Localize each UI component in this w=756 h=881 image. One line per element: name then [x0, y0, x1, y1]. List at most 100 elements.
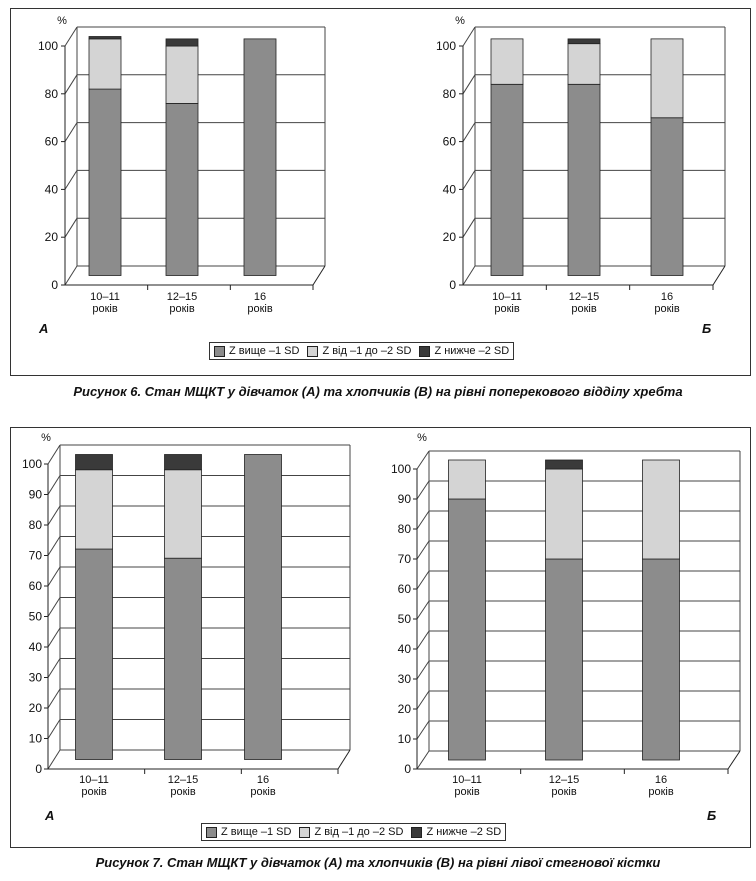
floor-edge-right	[337, 749, 351, 770]
legend-swatch-between	[307, 345, 319, 357]
y-axis-label: %	[417, 432, 427, 444]
y-tick-label: 10	[398, 732, 412, 746]
bar-segment-between	[75, 469, 113, 550]
grid-connector	[416, 690, 430, 710]
panel-label: А	[38, 321, 48, 336]
x-tick-label: 10–11	[452, 774, 482, 786]
bar-segment-above	[88, 88, 122, 276]
x-tick-label-unit: років	[551, 786, 576, 798]
bar-segment-below	[88, 36, 122, 40]
y-tick-label: 0	[35, 762, 42, 776]
chart-fig6-a: 020406080100%10–11років12–15років16років…	[38, 15, 326, 336]
bar-segment-below	[75, 454, 113, 471]
chart-fig7-b: 0102030405060708090100%10–11років12–15ро…	[391, 432, 741, 823]
bar-segment-between	[448, 459, 486, 500]
y-tick-label: 70	[29, 549, 43, 563]
y-tick-label: 0	[51, 278, 58, 292]
y-tick-label: 20	[443, 230, 457, 244]
floor-edge-right	[712, 265, 726, 286]
y-tick-label: 60	[29, 579, 43, 593]
bar-segment-above	[75, 548, 113, 760]
panel-label: Б	[702, 321, 711, 336]
bar-segment-below	[164, 454, 202, 471]
floor-edge-right	[727, 750, 741, 770]
x-tick-label-unit: років	[654, 303, 679, 315]
grid-connector	[47, 536, 61, 556]
grid-connector	[416, 450, 430, 470]
legend-item-below: Z нижче –2 SD	[419, 345, 509, 357]
y-axis-label: %	[41, 432, 51, 444]
grid-connector	[47, 719, 61, 739]
y-tick-label: 0	[404, 762, 411, 776]
x-tick-label-unit: років	[494, 303, 519, 315]
legend-swatch-above	[214, 345, 225, 357]
x-tick-label: 10–11	[79, 774, 109, 786]
y-tick-label: 60	[398, 582, 412, 596]
x-tick-label-unit: років	[454, 786, 479, 798]
grid-connector	[47, 658, 61, 678]
x-tick-label: 12–15	[168, 774, 199, 786]
legend-fig7: Z вище –1 SD Z від –1 до –2 SD Z нижче –…	[201, 823, 507, 841]
grid-connector	[462, 217, 476, 238]
legend-swatch-below	[419, 345, 431, 357]
y-tick-label: 50	[398, 612, 412, 626]
y-tick-label: 30	[29, 671, 43, 685]
bar-segment-between	[642, 459, 680, 560]
x-tick-label-unit: років	[571, 303, 596, 315]
grid-connector	[64, 122, 78, 142]
grid-connector	[64, 74, 78, 95]
grid-connector	[64, 217, 78, 238]
grid-connector	[416, 660, 430, 680]
chart-fig7-a: 0102030405060708090100%10–11років12–15ро…	[22, 432, 351, 823]
bar-segment-below	[567, 38, 601, 45]
figure-7-caption: Рисунок 7. Стан МЩКТ у дівчаток (А) та х…	[95, 855, 661, 870]
y-tick-label: 20	[398, 702, 412, 716]
grid-connector	[416, 600, 430, 620]
grid-connector	[462, 170, 476, 190]
x-tick-label-unit: років	[170, 786, 195, 798]
bar-segment-between	[545, 468, 583, 560]
panel-label: А	[44, 808, 54, 823]
x-tick-label: 10–11	[90, 291, 120, 303]
legend-label-between: Z від –1 до –2 SD	[322, 345, 412, 357]
x-tick-label: 12–15	[167, 291, 198, 303]
x-tick-label: 16	[257, 774, 269, 786]
x-tick-label-unit: років	[250, 786, 275, 798]
grid-connector	[462, 265, 476, 286]
x-tick-label: 12–15	[569, 291, 600, 303]
y-tick-label: 30	[398, 672, 412, 686]
grid-connector	[416, 630, 430, 650]
grid-connector	[47, 444, 61, 465]
y-tick-label: 80	[398, 522, 412, 536]
bar-segment-between	[567, 43, 601, 85]
y-tick-label: 70	[398, 552, 412, 566]
figure-6-frame	[10, 8, 751, 376]
y-axis-label: %	[455, 15, 465, 27]
bar-segment-between	[164, 469, 202, 559]
bar-segment-above	[642, 558, 680, 761]
bar-segment-between	[650, 38, 684, 119]
grid-connector	[416, 750, 430, 770]
y-tick-label: 100	[436, 39, 456, 53]
y-tick-label: 100	[22, 457, 42, 471]
grid-connector	[462, 26, 476, 47]
bar-segment-above	[448, 498, 486, 761]
legend-label-above: Z вище –1 SD	[229, 345, 300, 357]
y-tick-label: 20	[45, 230, 59, 244]
grid-connector	[47, 688, 61, 709]
y-tick-label: 80	[29, 518, 43, 532]
chart-fig6-b: 020406080100%10–11років12–15років16років…	[436, 15, 726, 336]
bar-segment-below	[165, 38, 199, 47]
x-tick-label: 16	[254, 291, 266, 303]
bar-segment-above	[164, 557, 202, 760]
panel-label: Б	[707, 808, 716, 823]
y-tick-label: 0	[449, 278, 456, 292]
bar-segment-above	[545, 558, 583, 761]
y-tick-label: 40	[29, 640, 43, 654]
legend-label-below: Z нижче –2 SD	[434, 345, 510, 357]
x-tick-label-unit: років	[81, 786, 106, 798]
grid-connector	[416, 480, 430, 500]
x-tick-label: 10–11	[492, 291, 522, 303]
grid-connector	[47, 627, 61, 648]
y-tick-label: 40	[45, 182, 59, 196]
